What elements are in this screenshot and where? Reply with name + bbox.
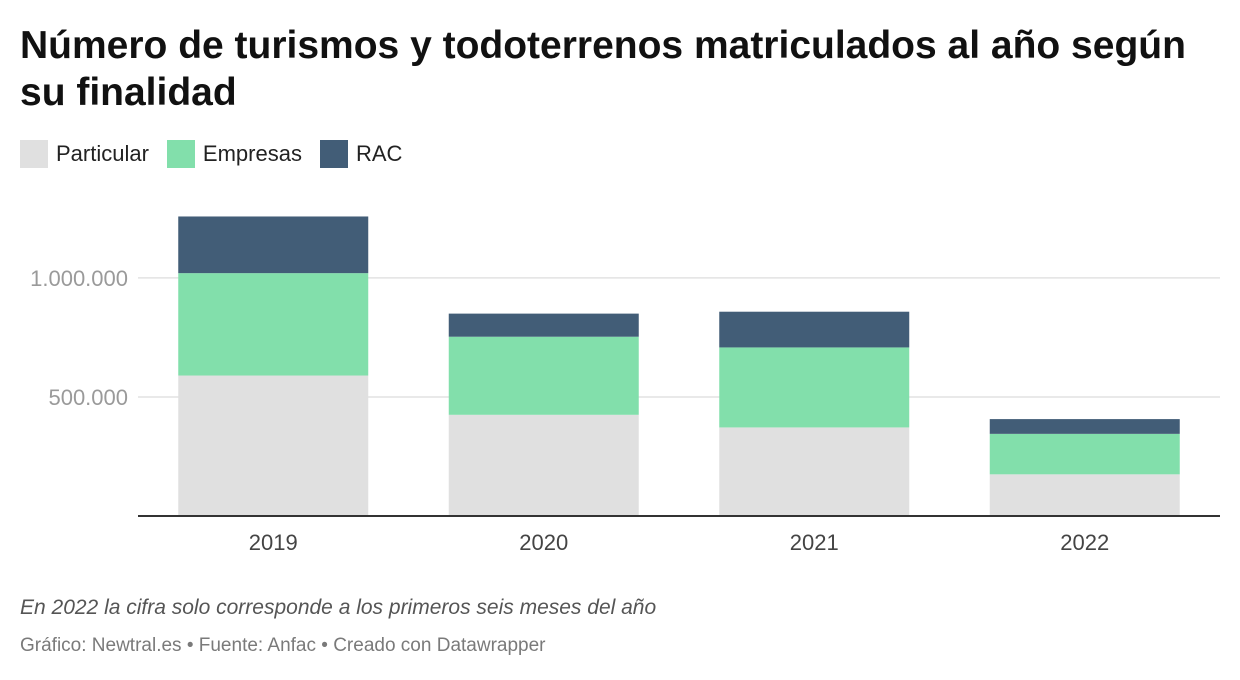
x-tick-label-2022: 2022 — [1060, 530, 1109, 555]
x-tick-label-2020: 2020 — [519, 530, 568, 555]
chart-note: En 2022 la cifra solo corresponde a los … — [20, 596, 657, 619]
x-tick-label-2019: 2019 — [249, 530, 298, 555]
bar-particular-2022 — [989, 474, 1180, 516]
legend: Particular Empresas RAC — [20, 140, 420, 168]
chart-title: Número de turismos y todoterrenos matric… — [20, 24, 1186, 114]
legend-item-particular: Particular — [20, 140, 149, 168]
bar-rac-2022 — [989, 419, 1180, 434]
bar-empresas-2021 — [719, 347, 910, 428]
legend-label-empresas: Empresas — [202, 141, 302, 166]
legend-swatch-particular — [20, 140, 48, 168]
legend-swatch-rac — [319, 140, 348, 168]
y-tick-label-0: 500.000 — [48, 385, 128, 410]
chart-footer: Gráfico: Newtral.es • Fuente: Anfac • Cr… — [20, 635, 546, 656]
bar-empresas-2019 — [178, 273, 369, 376]
y-tick-label-1: 1.000.000 — [30, 266, 128, 291]
bar-particular-2020 — [448, 414, 639, 516]
stacked-bar-chart: 500.000 1.000.000 2019 2020 2021 2022 — [30, 216, 1220, 555]
bar-particular-2021 — [719, 427, 910, 516]
legend-label-particular: Particular — [56, 141, 149, 166]
legend-swatch-empresas — [166, 140, 195, 168]
legend-label-rac: RAC — [355, 141, 403, 166]
legend-item-empresas: Empresas — [166, 140, 302, 168]
bar-rac-2020 — [448, 313, 639, 337]
bar-rac-2021 — [719, 311, 910, 348]
bar-rac-2019 — [178, 216, 369, 274]
bar-empresas-2022 — [989, 433, 1180, 475]
legend-item-rac: RAC — [319, 140, 403, 168]
x-tick-label-2021: 2021 — [790, 530, 839, 555]
bar-empresas-2020 — [448, 336, 639, 415]
bar-particular-2019 — [178, 375, 369, 516]
